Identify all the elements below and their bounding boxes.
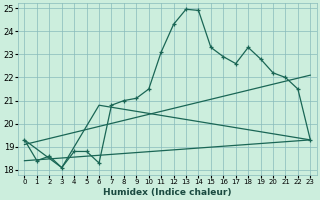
X-axis label: Humidex (Indice chaleur): Humidex (Indice chaleur) [103,188,232,197]
